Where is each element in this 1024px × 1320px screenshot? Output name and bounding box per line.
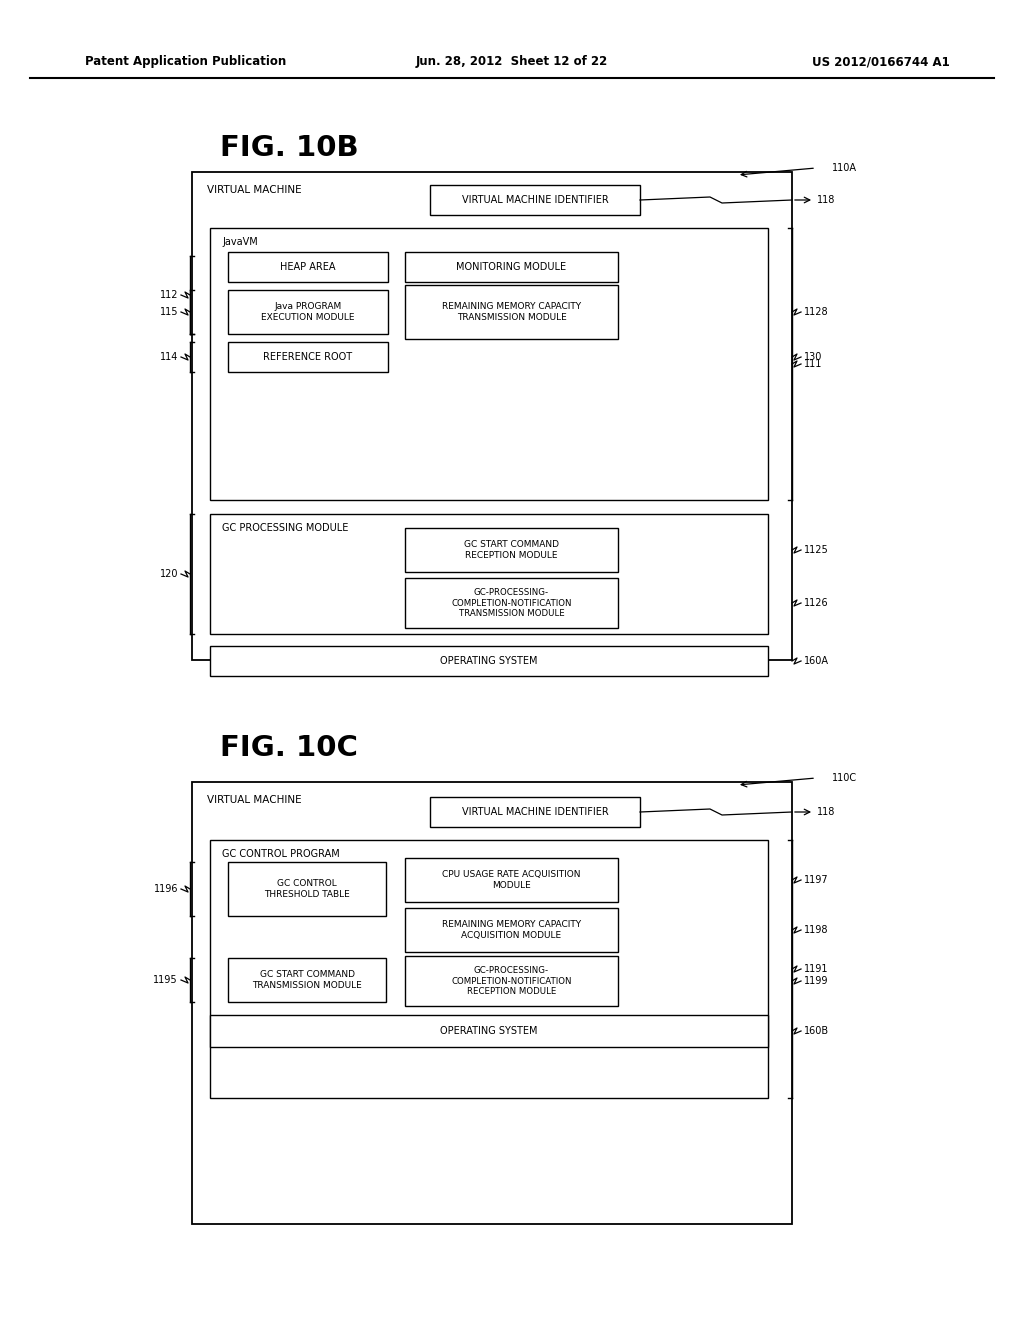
Bar (430, 185, 640, 215)
Text: FIG. 10B: FIG. 10B (220, 135, 358, 162)
Text: VIRTUAL MACHINE IDENTIFIER: VIRTUAL MACHINE IDENTIFIER (462, 807, 608, 817)
Text: GC PROCESSING MODULE: GC PROCESSING MODULE (222, 523, 348, 533)
Bar (210, 228, 768, 500)
Text: 110A: 110A (831, 162, 857, 173)
Bar (210, 1015, 768, 1047)
Bar (193, 172, 792, 660)
Text: JavaVM: JavaVM (222, 238, 258, 247)
Bar (406, 578, 618, 628)
Bar (228, 958, 386, 1002)
Text: 130: 130 (804, 352, 822, 362)
Text: VIRTUAL MACHINE IDENTIFIER: VIRTUAL MACHINE IDENTIFIER (462, 195, 608, 205)
Text: 1191: 1191 (804, 964, 828, 974)
Text: GC CONTROL PROGRAM: GC CONTROL PROGRAM (222, 849, 340, 859)
Text: MONITORING MODULE: MONITORING MODULE (457, 261, 566, 272)
Text: 1199: 1199 (804, 975, 828, 986)
Text: Patent Application Publication: Patent Application Publication (85, 55, 287, 69)
Bar (210, 513, 768, 634)
Text: 115: 115 (160, 308, 178, 317)
Bar (406, 528, 618, 572)
Text: 1126: 1126 (804, 598, 828, 609)
Bar (406, 956, 618, 1006)
Text: GC CONTROL
THRESHOLD TABLE: GC CONTROL THRESHOLD TABLE (264, 879, 350, 899)
Text: REFERENCE ROOT: REFERENCE ROOT (263, 352, 352, 362)
Text: 110C: 110C (831, 774, 857, 783)
Text: 112: 112 (160, 290, 178, 300)
Text: 118: 118 (817, 195, 836, 205)
Text: OPERATING SYSTEM: OPERATING SYSTEM (440, 1026, 538, 1036)
Text: VIRTUAL MACHINE: VIRTUAL MACHINE (207, 795, 302, 805)
Text: GC-PROCESSING-
COMPLETION-NOTIFICATION
TRANSMISSION MODULE: GC-PROCESSING- COMPLETION-NOTIFICATION T… (452, 589, 571, 618)
Bar (228, 290, 388, 334)
Text: CPU USAGE RATE ACQUISITION
MODULE: CPU USAGE RATE ACQUISITION MODULE (442, 870, 581, 890)
Text: OPERATING SYSTEM: OPERATING SYSTEM (440, 656, 538, 667)
Text: 160B: 160B (804, 1026, 829, 1036)
Text: 1128: 1128 (804, 308, 828, 317)
Text: REMAINING MEMORY CAPACITY
TRANSMISSION MODULE: REMAINING MEMORY CAPACITY TRANSMISSION M… (442, 302, 581, 322)
Text: 160A: 160A (804, 656, 829, 667)
Text: REMAINING MEMORY CAPACITY
ACQUISITION MODULE: REMAINING MEMORY CAPACITY ACQUISITION MO… (442, 920, 581, 940)
Text: US 2012/0166744 A1: US 2012/0166744 A1 (812, 55, 950, 69)
Text: GC START COMMAND
RECEPTION MODULE: GC START COMMAND RECEPTION MODULE (464, 540, 559, 560)
Bar (228, 342, 388, 372)
Bar (228, 862, 386, 916)
Text: Jun. 28, 2012  Sheet 12 of 22: Jun. 28, 2012 Sheet 12 of 22 (416, 55, 608, 69)
Text: VIRTUAL MACHINE: VIRTUAL MACHINE (207, 185, 302, 195)
Text: 1125: 1125 (804, 545, 828, 554)
Bar (406, 252, 618, 282)
Text: 118: 118 (817, 807, 836, 817)
Bar (406, 908, 618, 952)
Text: GC-PROCESSING-
COMPLETION-NOTIFICATION
RECEPTION MODULE: GC-PROCESSING- COMPLETION-NOTIFICATION R… (452, 966, 571, 995)
Text: 120: 120 (160, 569, 178, 579)
Text: 114: 114 (160, 352, 178, 362)
Text: 1198: 1198 (804, 925, 828, 935)
Bar (406, 285, 618, 339)
Text: FIG. 10C: FIG. 10C (220, 734, 357, 762)
Text: Java PROGRAM
EXECUTION MODULE: Java PROGRAM EXECUTION MODULE (261, 302, 354, 322)
Bar (193, 781, 792, 1224)
Text: HEAP AREA: HEAP AREA (281, 261, 336, 272)
Text: 1197: 1197 (804, 875, 828, 884)
Bar (430, 797, 640, 828)
Bar (210, 840, 768, 1098)
Bar (210, 645, 768, 676)
Text: 1196: 1196 (154, 884, 178, 894)
Bar (406, 858, 618, 902)
Text: 1195: 1195 (154, 975, 178, 985)
Text: GC START COMMAND
TRANSMISSION MODULE: GC START COMMAND TRANSMISSION MODULE (252, 970, 361, 990)
Bar (228, 252, 388, 282)
Text: 111: 111 (804, 359, 822, 370)
